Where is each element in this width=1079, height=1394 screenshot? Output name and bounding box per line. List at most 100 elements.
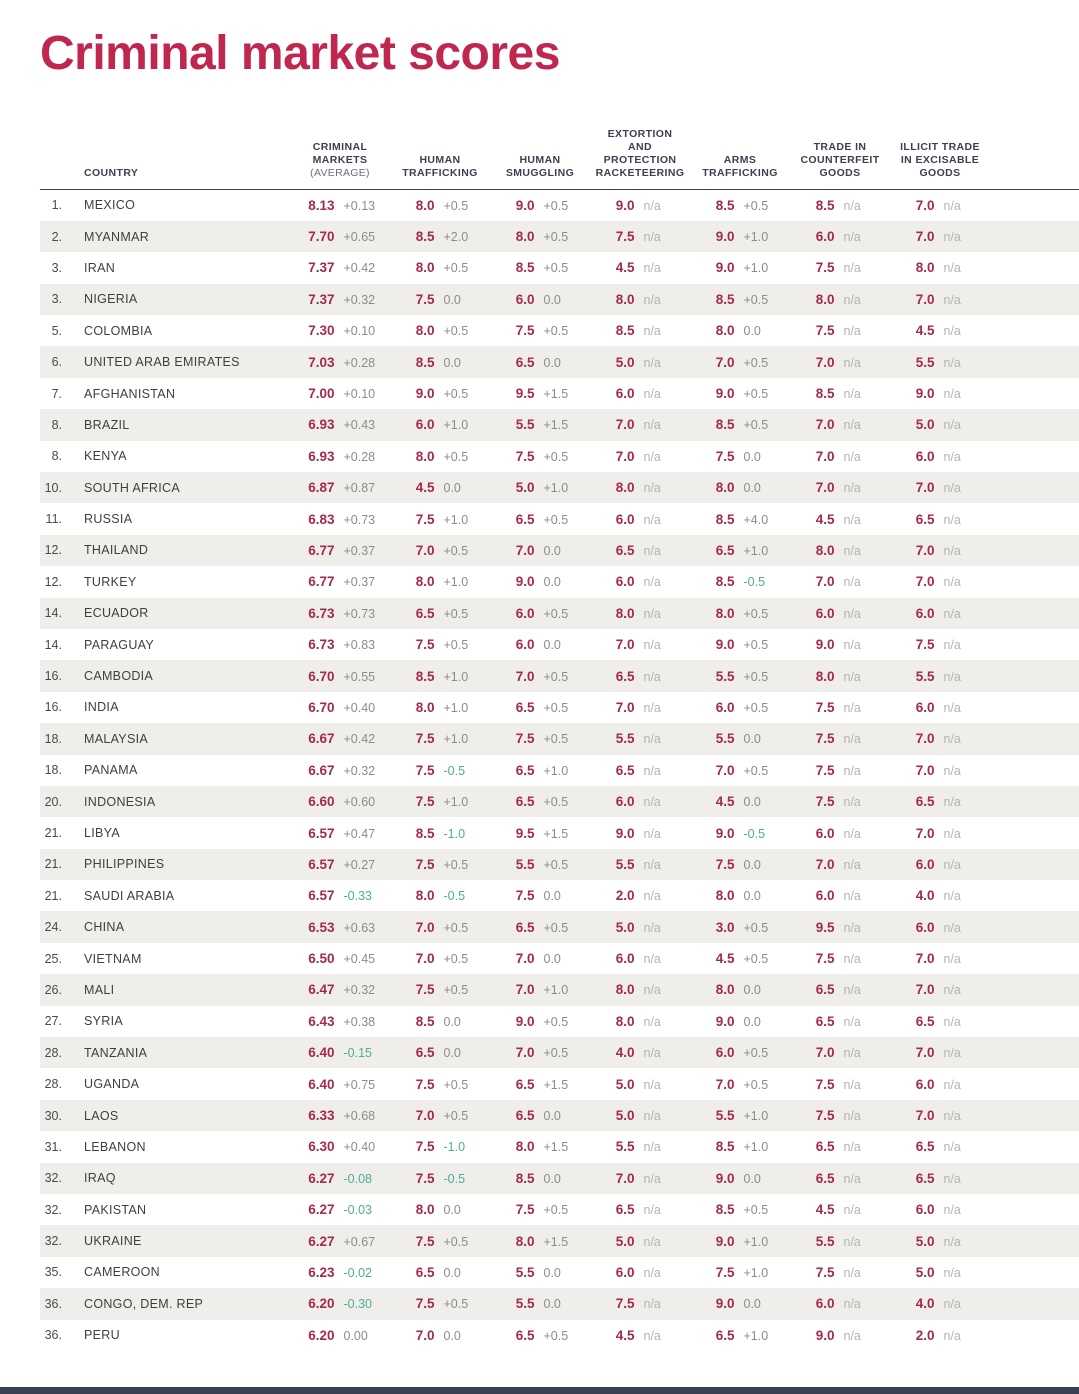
score-cell: 8.0 +1.5 (490, 1131, 590, 1162)
score-cell: 7.0 n/a (890, 723, 990, 754)
score-cell: 8.0 0.0 (390, 1194, 490, 1225)
row-filler (990, 503, 1079, 534)
table-row: 7. AFGHANISTAN 7.00 +0.10 9.0 +0.5 9.5 +1.5 6.0 n… (40, 378, 1079, 409)
score-change-na: n/a (843, 732, 861, 747)
score-cell: 6.5 +0.5 (490, 911, 590, 942)
score-change-na: n/a (643, 449, 661, 464)
score-change: 0.0 (743, 449, 761, 464)
table-row: 14. PARAGUAY 6.73 +0.83 7.5 +0.5 6.0 0.0 7.0 n/a 9… (40, 629, 1079, 660)
score-cell: 5.5 0.0 (490, 1257, 590, 1288)
column-header-label: EXTORTION AND PROTECTION RACKETEERING (595, 128, 685, 179)
score-change: +0.5 (443, 543, 469, 558)
score-cell: 7.5 n/a (790, 943, 890, 974)
table-row: 10. SOUTH AFRICA 6.87 +0.87 4.5 0.0 5.0 +1.0 8.0… (40, 472, 1079, 504)
row-filler (990, 1068, 1079, 1099)
score-cell: 9.0 n/a (590, 190, 690, 221)
country-name: LIBYA (84, 826, 121, 840)
rank-value: 26. (44, 982, 62, 997)
score-cell: 6.5 n/a (590, 1194, 690, 1225)
score-value: 6.5 (915, 794, 935, 810)
score-change: 0.0 (543, 638, 561, 653)
score-value: 6.5 (815, 982, 835, 998)
score-value: 8.0 (815, 668, 835, 684)
score-value: 5.5 (615, 1139, 635, 1155)
score-cell: 7.0 n/a (890, 566, 990, 597)
score-value: 8.0 (415, 197, 435, 213)
score-value: 6.20 (308, 1327, 335, 1343)
country-name: MYANMAR (84, 229, 150, 244)
score-change: +1.5 (543, 418, 569, 433)
score-change: +0.5 (543, 1203, 569, 1218)
score-change: +1.0 (543, 481, 569, 496)
score-value: 6.0 (515, 291, 535, 307)
score-value: 6.27 (308, 1170, 335, 1186)
score-value: 2.0 (915, 1327, 935, 1343)
score-value: 8.0 (815, 291, 835, 307)
country-name: CHINA (84, 920, 125, 935)
score-value: 7.5 (815, 1076, 835, 1092)
score-change-na: n/a (643, 261, 661, 276)
score-change: +4.0 (743, 512, 769, 527)
score-change-na: n/a (943, 543, 961, 558)
score-change-na: n/a (643, 292, 661, 307)
score-change: +1.0 (543, 983, 569, 998)
score-cell: 7.0 n/a (890, 1100, 990, 1131)
score-change: +0.5 (743, 638, 769, 653)
column-header-label: TRADE IN COUNTERFEIT GOODS (800, 141, 880, 179)
score-value: 7.0 (915, 731, 935, 747)
score-change: +1.0 (443, 732, 469, 747)
score-cell: 8.0 n/a (590, 598, 690, 629)
score-cell: 6.5 n/a (890, 1131, 990, 1162)
score-cell: 9.0 +1.0 (690, 1225, 790, 1256)
score-value: 8.5 (715, 291, 735, 307)
score-change-na: n/a (943, 1297, 961, 1312)
score-cell: 8.5 0.0 (390, 346, 490, 377)
score-value: 7.0 (815, 856, 835, 872)
table-row: 21. LIBYA 6.57 +0.47 8.5 -1.0 9.5 +1.5 9.0 n/a 9.0… (40, 817, 1079, 848)
rank-value: 21. (44, 826, 62, 840)
score-value: 6.0 (615, 574, 635, 590)
score-value: 9.0 (615, 197, 635, 213)
score-cell: 6.5 +0.5 (490, 786, 590, 817)
country-name: PAKISTAN (84, 1202, 147, 1217)
country-name: TANZANIA (84, 1045, 148, 1060)
score-cell: 6.27 -0.08 (290, 1163, 390, 1194)
score-value: 7.5 (415, 856, 435, 872)
score-value: 6.57 (308, 825, 335, 841)
score-change-na: n/a (643, 1109, 661, 1124)
page-footer-bar (0, 1387, 1079, 1394)
score-cell: 3.0 +0.5 (690, 911, 790, 942)
score-cell: 5.5 n/a (590, 849, 690, 880)
row-filler (990, 1100, 1079, 1131)
rank-value: 11. (45, 512, 62, 527)
score-cell: 6.0 n/a (590, 503, 690, 534)
score-cell: 7.0 n/a (890, 943, 990, 974)
score-change-na: n/a (843, 543, 861, 558)
score-cell: 9.0 0.0 (690, 1288, 790, 1319)
score-change: +0.68 (343, 1109, 376, 1124)
score-cell: 6.0 n/a (590, 566, 690, 597)
score-value: 6.0 (615, 1264, 635, 1280)
score-value: 6.27 (308, 1202, 335, 1218)
score-value: 4.5 (715, 951, 735, 967)
score-value: 5.5 (615, 856, 635, 872)
score-change: +0.42 (343, 732, 376, 747)
score-cell: 8.0 0.0 (690, 315, 790, 346)
score-value: 8.0 (615, 982, 635, 998)
row-filler (990, 535, 1079, 566)
score-value: 6.93 (308, 448, 335, 464)
score-cell: 8.5 -0.5 (690, 566, 790, 597)
row-filler (990, 1194, 1079, 1225)
score-value: 5.0 (615, 1108, 635, 1124)
score-cell: 7.5 n/a (790, 723, 890, 754)
score-change-na: n/a (943, 324, 961, 339)
score-change: +0.5 (443, 983, 469, 998)
score-change: +1.0 (443, 512, 469, 527)
score-change: 0.0 (743, 1171, 761, 1186)
table-row: 25. VIETNAM 6.50 +0.45 7.0 +0.5 7.0 0.0 6.0 n/a 4.… (40, 943, 1079, 974)
score-cell: 7.0 n/a (890, 284, 990, 315)
report-page: Criminal market scores COUNTRY CRIMINAL … (40, 30, 1079, 1351)
score-cell: 7.0 0.0 (390, 1320, 490, 1351)
score-change-na: n/a (943, 1046, 961, 1061)
rank-value: 3. (51, 292, 62, 307)
